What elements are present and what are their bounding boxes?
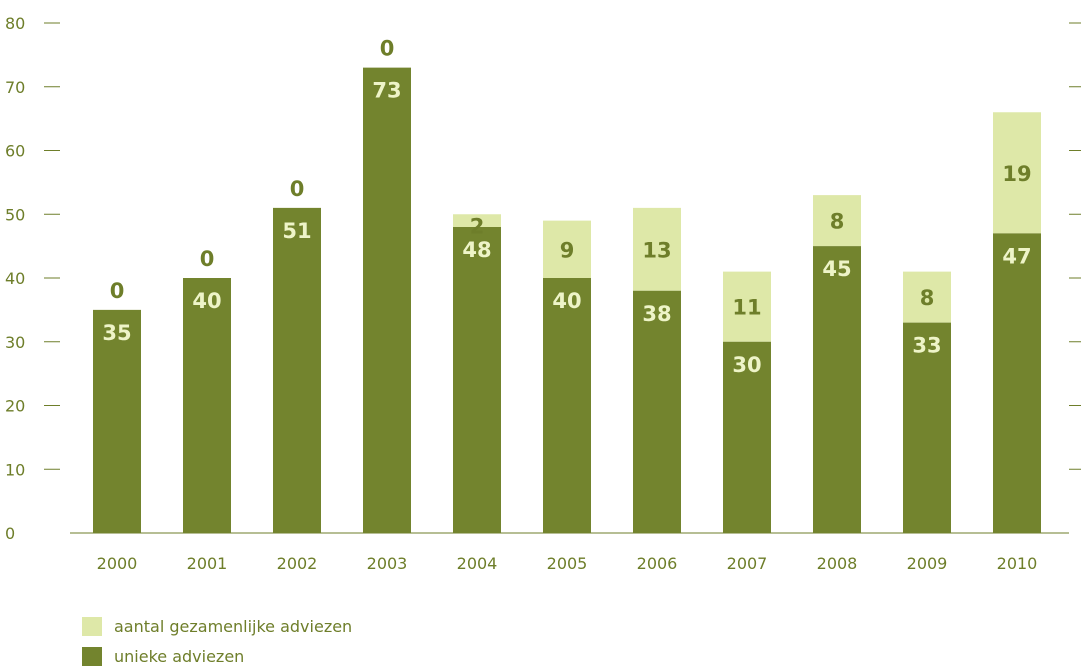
data-label-joint-2001: 0: [200, 247, 215, 271]
bar-unique-2007: [723, 341, 771, 533]
data-label-unique-2004: 48: [462, 238, 491, 262]
data-label-joint-2006: 13: [642, 238, 671, 262]
bar-unique-2001: [183, 278, 231, 533]
data-label-joint-2004: 2: [470, 214, 485, 238]
legend-label-joint: aantal gezamenlijke adviezen: [114, 616, 353, 636]
x-tick-label-2002: 2002: [277, 554, 318, 573]
data-label-unique-2001: 40: [192, 289, 221, 313]
x-tick-label-2009: 2009: [907, 554, 948, 573]
bar-joint-2008: [813, 195, 861, 247]
data-label-unique-2009: 33: [912, 334, 941, 358]
data-label-unique-2008: 45: [822, 257, 851, 281]
y-tick-label: 40: [5, 269, 25, 288]
data-label-joint-2005: 9: [560, 238, 575, 262]
bar-unique-2000: [93, 309, 141, 533]
bar-unique-2003: [363, 67, 411, 533]
data-label-unique-2010: 47: [1002, 244, 1031, 268]
bar-unique-2009: [903, 322, 951, 533]
data-label-joint-2008: 8: [830, 210, 845, 234]
bar-unique-2005: [543, 278, 591, 533]
data-label-joint-2007: 11: [732, 296, 761, 320]
data-label-unique-2000: 35: [102, 321, 131, 345]
y-tick-label: 60: [5, 142, 25, 161]
bar-joint-2010: [993, 112, 1041, 234]
legend-swatch-unique: [82, 646, 102, 666]
y-tick-label: 0: [5, 524, 15, 543]
bar-unique-2004: [453, 227, 501, 533]
x-tick-label-2008: 2008: [817, 554, 858, 573]
y-tick-label: 30: [5, 333, 25, 352]
x-tick-label-2001: 2001: [187, 554, 228, 573]
y-tick-label: 10: [5, 460, 25, 479]
x-tick-label-2005: 2005: [547, 554, 588, 573]
legend: aantal gezamenlijke adviezen unieke advi…: [82, 611, 352, 671]
y-tick-label: 80: [5, 14, 25, 33]
x-tick-label-2010: 2010: [997, 554, 1038, 573]
data-label-joint-2002: 0: [290, 177, 305, 201]
data-label-joint-2009: 8: [920, 286, 935, 310]
x-tick-label-2004: 2004: [457, 554, 498, 573]
data-label-joint-2000: 0: [110, 279, 125, 303]
bar-unique-2008: [813, 246, 861, 533]
y-tick-label: 50: [5, 205, 25, 224]
x-tick-label-2003: 2003: [367, 554, 408, 573]
data-label-unique-2005: 40: [552, 289, 581, 313]
bar-unique-2002: [273, 207, 321, 533]
bar-joint-2007: [723, 271, 771, 342]
y-tick-label: 70: [5, 78, 25, 97]
data-label-joint-2010: 19: [1002, 162, 1031, 186]
data-label-unique-2007: 30: [732, 353, 761, 377]
y-tick-label: 20: [5, 397, 25, 416]
bar-joint-2004: [453, 214, 501, 227]
bar-joint-2006: [633, 207, 681, 291]
legend-swatch-joint: [82, 616, 102, 636]
legend-item-unique: unieke adviezen: [82, 641, 352, 671]
x-tick-label-2006: 2006: [637, 554, 678, 573]
data-label-unique-2002: 51: [282, 219, 311, 243]
x-tick-label-2000: 2000: [97, 554, 138, 573]
legend-label-unique: unieke adviezen: [114, 646, 245, 666]
bar-joint-2009: [903, 271, 951, 323]
data-label-unique-2003: 73: [372, 79, 401, 103]
x-tick-label-2007: 2007: [727, 554, 768, 573]
bar-unique-2010: [993, 233, 1041, 533]
data-label-unique-2006: 38: [642, 302, 671, 326]
data-label-joint-2003: 0: [380, 37, 395, 61]
bar-unique-2006: [633, 290, 681, 533]
legend-item-joint: aantal gezamenlijke adviezen: [82, 611, 352, 641]
bar-joint-2005: [543, 220, 591, 278]
